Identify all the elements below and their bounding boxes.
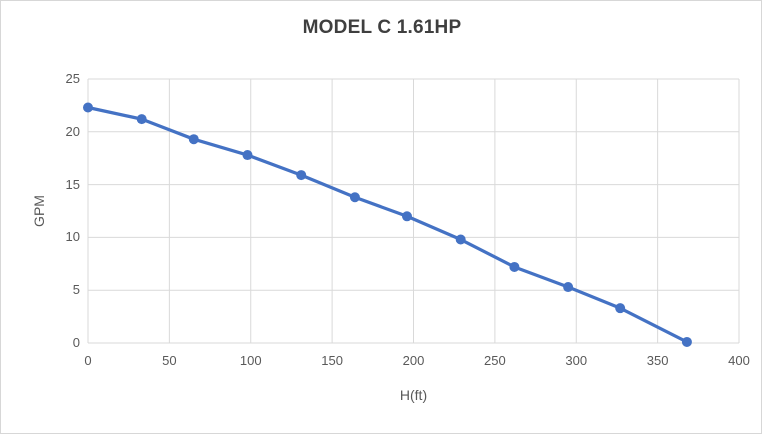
data-point-marker: [509, 261, 520, 272]
data-point-marker: [242, 150, 253, 161]
chart-title: MODEL C 1.61HP: [302, 17, 462, 38]
data-point-marker: [296, 170, 307, 181]
data-point-marker: [83, 102, 93, 113]
y-axis-title: GPM: [30, 195, 47, 227]
data-point-marker: [401, 211, 412, 222]
data-point-marker: [455, 234, 466, 245]
x-tick-label: 400: [728, 353, 750, 368]
x-axis-title: H(ft): [399, 387, 428, 403]
data-point-marker: [136, 114, 147, 125]
plot-area: [83, 78, 740, 347]
y-axis-title-container: GPM: [23, 79, 55, 343]
data-point-marker: [349, 192, 360, 203]
data-point-marker: [563, 282, 574, 293]
x-tick-label: 150: [321, 353, 343, 368]
data-point-marker: [681, 336, 692, 347]
plot-svg: [83, 78, 740, 347]
x-tick-label: 300: [565, 353, 588, 368]
series-line: [86, 105, 689, 344]
x-tick-label: 250: [484, 353, 506, 368]
x-tick-label: 100: [239, 353, 262, 368]
x-tick-label: 50: [162, 353, 177, 368]
x-tick-label: 350: [646, 353, 669, 368]
data-point-marker: [188, 134, 199, 145]
x-tick-label: 0: [84, 353, 92, 368]
data-point-marker: [615, 303, 626, 314]
x-tick-label: 200: [402, 353, 425, 368]
